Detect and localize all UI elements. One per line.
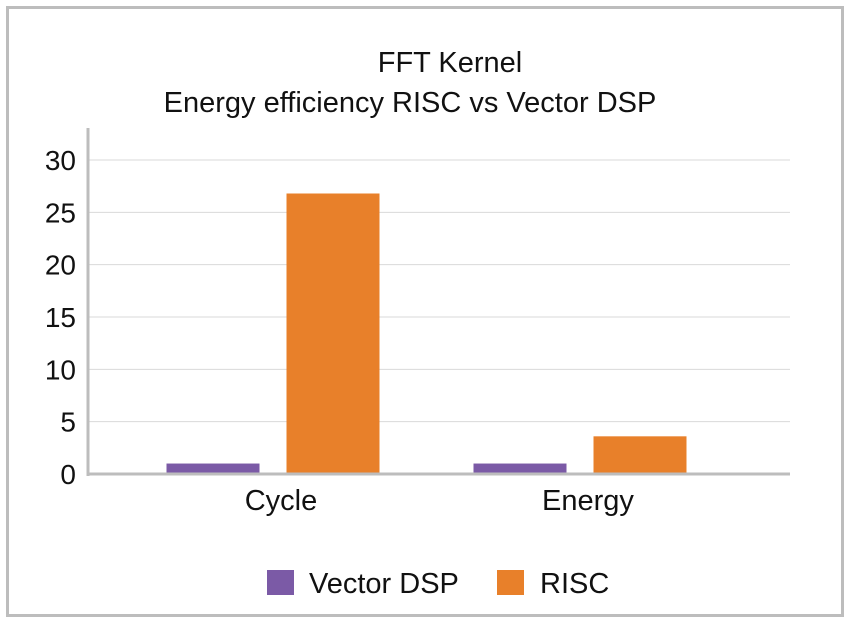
gridlines	[88, 159, 790, 423]
chart-title: FFT Kernel	[378, 47, 523, 79]
legend: Vector DSP RISC	[267, 568, 609, 600]
bar-vector-dsp-cycle	[166, 463, 260, 474]
y-tick-label: 20	[45, 250, 76, 281]
y-tick-label: 30	[45, 145, 76, 176]
y-tick-label: 10	[45, 354, 76, 385]
x-category-label: Cycle	[245, 485, 318, 517]
bars	[166, 193, 687, 474]
x-category-label: Energy	[542, 485, 634, 517]
chart-subtitle: Energy efficiency RISC vs Vector DSP	[164, 87, 657, 119]
bar-risc-cycle	[286, 193, 380, 474]
bar-vector-dsp-energy	[473, 463, 567, 474]
axes	[86, 128, 790, 476]
legend-swatch-risc	[497, 570, 524, 595]
legend-label: RISC	[540, 568, 609, 600]
y-tick-label: 0	[60, 459, 76, 490]
x-axis-categories: Cycle Energy	[245, 485, 635, 517]
chart-frame	[6, 6, 844, 617]
y-axis-ticks: 0 5 10 15 20 25 30	[45, 145, 76, 490]
y-tick-label: 5	[60, 407, 76, 438]
y-tick-label: 25	[45, 197, 76, 228]
legend-swatch-vector-dsp	[267, 570, 294, 595]
bar-risc-energy	[593, 436, 687, 474]
y-tick-label: 15	[45, 302, 76, 333]
legend-label: Vector DSP	[309, 568, 459, 600]
